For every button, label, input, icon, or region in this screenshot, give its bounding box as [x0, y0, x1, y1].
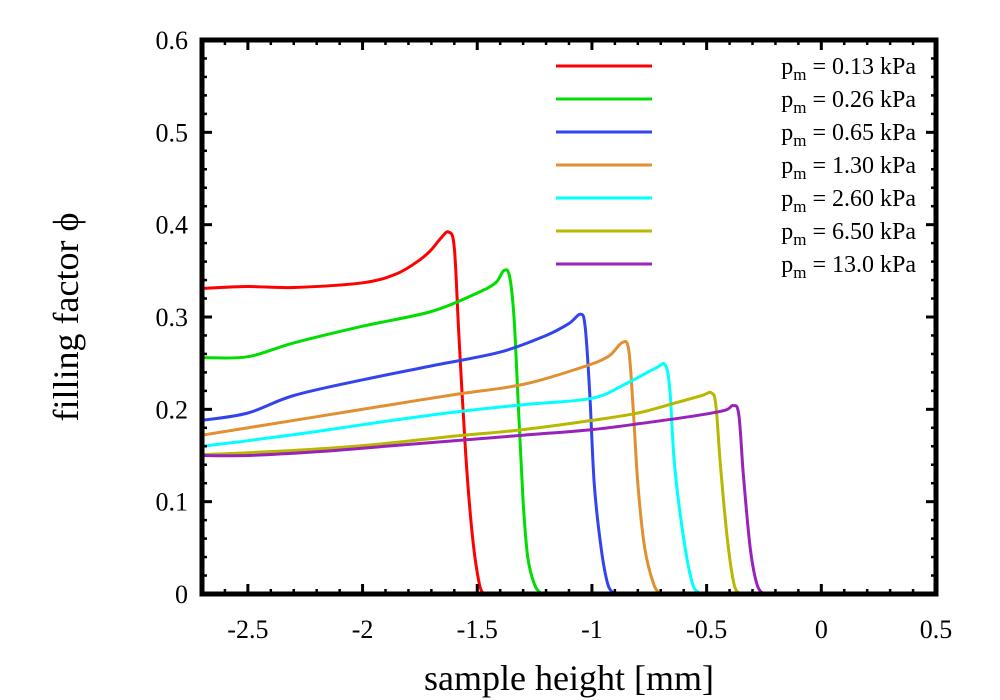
x-tick-label: -2	[352, 615, 374, 644]
series-line-1	[201, 230, 486, 595]
legend-label-7: pm = 13.0 kPa	[781, 252, 916, 282]
series-line-7	[201, 404, 766, 596]
x-axis-label: sample height [mm]	[424, 658, 714, 698]
x-tick-label: 0.5	[920, 615, 953, 644]
y-tick-label: 0.3	[156, 303, 189, 332]
y-tick-label: 0.2	[156, 395, 189, 424]
series-line-5	[201, 361, 704, 596]
y-tick-label: 0.5	[156, 118, 189, 147]
legend-label-2: pm = 0.26 kPa	[781, 87, 916, 117]
series-layer	[201, 230, 766, 596]
series-line-4	[201, 339, 662, 596]
x-tick-label: -1.5	[457, 615, 498, 644]
axis-ticks: 0 0.1 0.2 0.3 0.4 0.5 0.6 -2.5 -2 -1.5 -1 -0.5 0 0.5	[156, 26, 953, 644]
y-tick-label: 0	[175, 580, 188, 609]
y-tick-label: 0.6	[156, 26, 189, 55]
x-tick-label: -2.5	[227, 615, 268, 644]
x-tick-label: -1	[581, 615, 603, 644]
series-line-3	[201, 312, 617, 596]
legend-label-5: pm = 2.60 kPa	[781, 186, 916, 216]
series-line-2	[201, 268, 543, 596]
legend-label-1: pm = 0.13 kPa	[781, 54, 916, 84]
x-tick-label: 0	[815, 615, 828, 644]
x-tick-label: -0.5	[686, 615, 727, 644]
legend-label-3: pm = 0.65 kPa	[781, 120, 916, 150]
legend-label-6: pm = 6.50 kPa	[781, 219, 916, 249]
legend-label-4: pm = 1.30 kPa	[781, 153, 916, 183]
series-line-6	[201, 390, 743, 596]
y-axis-label: filling factor ϕ	[46, 213, 86, 422]
y-tick-label: 0.4	[156, 211, 189, 240]
y-tick-label: 0.1	[156, 488, 189, 517]
